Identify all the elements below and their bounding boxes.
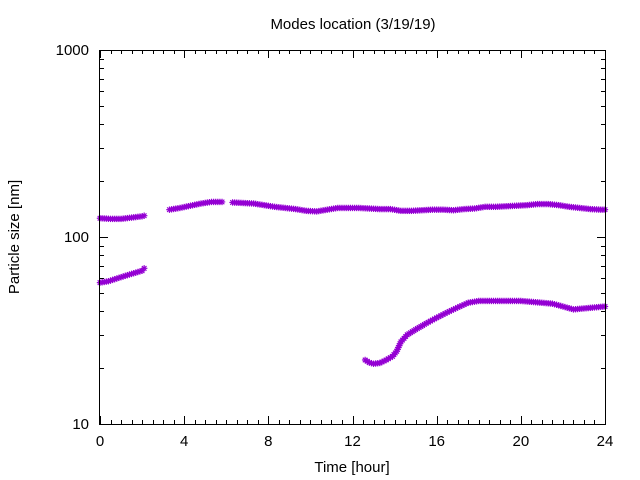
x-tick-label: 20 [512, 433, 529, 450]
data-marks [96, 198, 609, 367]
y-axis-label: Particle size [nm] [6, 180, 23, 294]
chart-title: Modes location (3/19/19) [270, 16, 435, 33]
x-axis-label: Time [hour] [314, 459, 389, 476]
axis-ticks: 0 4 8 12 16 20 24 10 100 1000 [56, 42, 614, 450]
data-point [218, 198, 226, 206]
y-tick-label: 100 [64, 229, 89, 246]
y-tick-label: 1000 [56, 42, 89, 59]
x-tick-label: 4 [180, 433, 188, 450]
x-tick-label: 0 [96, 433, 104, 450]
x-tick-label: 24 [597, 433, 614, 450]
data-point [140, 212, 148, 219]
plot-frame [99, 50, 606, 425]
x-tick-label: 8 [264, 433, 272, 450]
x-tick-label: 16 [428, 433, 445, 450]
data-point [140, 265, 148, 272]
y-tick-label: 10 [72, 416, 89, 433]
x-tick-label: 12 [344, 433, 361, 450]
